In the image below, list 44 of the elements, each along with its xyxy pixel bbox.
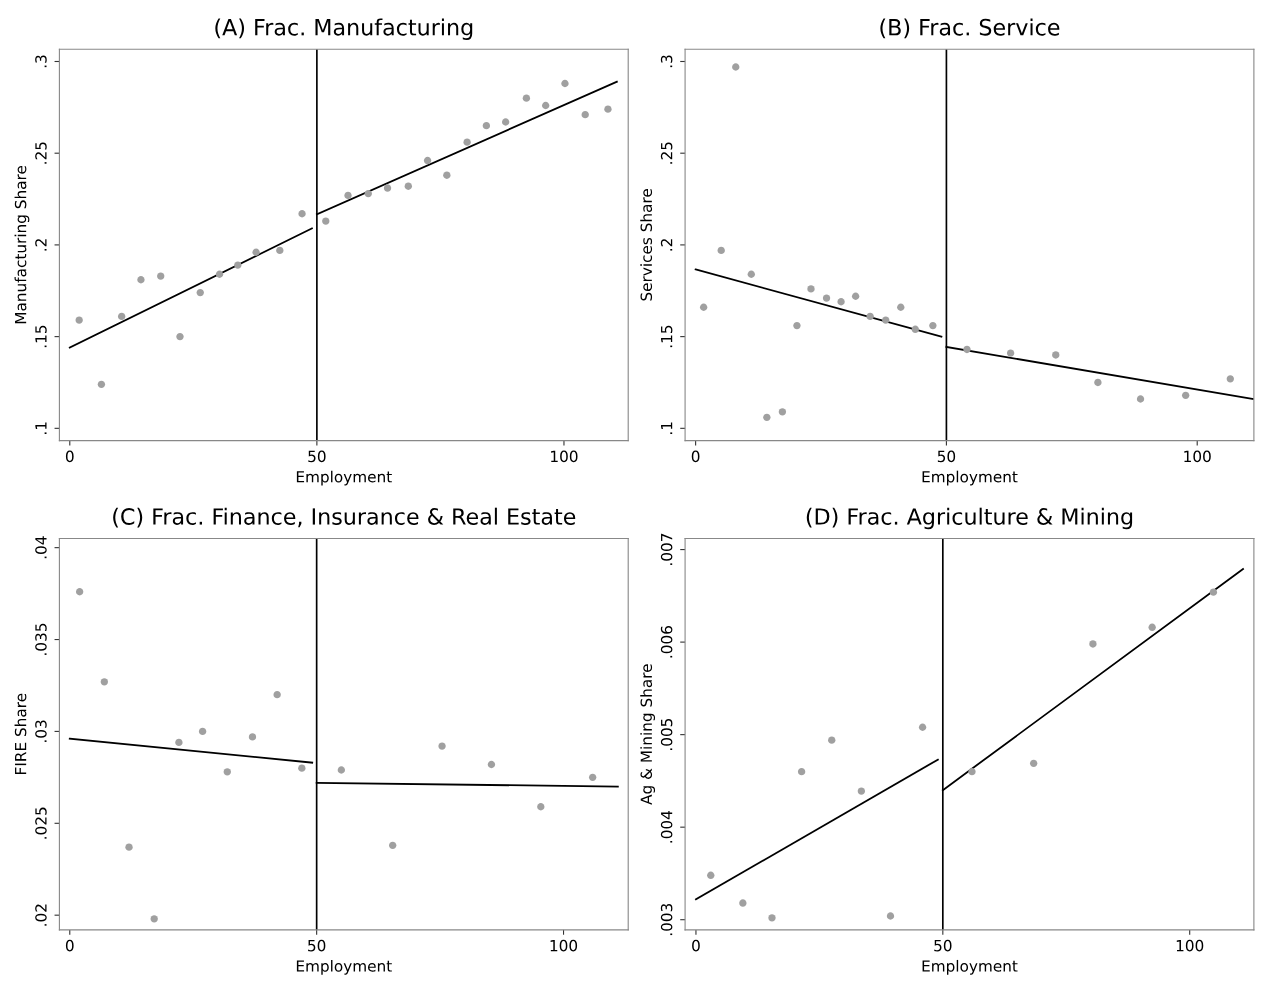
y-axis-title: Ag & Mining Share: [640, 664, 656, 805]
y-tick-label: .025: [35, 807, 47, 839]
chart-title: (D) Frac. Agriculture & Mining: [806, 507, 1133, 530]
y-tick-label: .15: [661, 325, 673, 348]
x-tick-label: 100: [1184, 450, 1211, 463]
y-tick-label: .004: [660, 811, 673, 843]
x-axis-title: Employment: [296, 959, 392, 975]
chart-title: (B) Frac. Service: [880, 18, 1060, 39]
y-tick-label: .1: [661, 422, 673, 434]
y-tick-label: .25: [35, 142, 47, 164]
y-tick-label: .007: [660, 533, 673, 565]
x-tick-label: 0: [691, 450, 700, 463]
y-tick-label: .3: [35, 55, 47, 68]
y-tick-label: .04: [35, 536, 47, 559]
x-tick-label: 100: [551, 450, 578, 463]
chart-title: (A) Frac. Manufacturing: [215, 18, 473, 40]
y-tick-label: .25: [660, 142, 673, 164]
y-tick-label: .005: [660, 718, 673, 751]
x-axis-title: Employment: [296, 470, 392, 486]
x-tick-label: 50: [308, 939, 326, 952]
y-tick-label: .03: [35, 720, 47, 742]
y-tick-label: .3: [660, 55, 673, 68]
y-tick-label: .1: [35, 422, 47, 434]
x-tick-label: 0: [692, 939, 700, 952]
y-tick-label: .02: [35, 904, 47, 926]
x-axis-title: Employment: [922, 470, 1018, 486]
y-tick-label: .2: [35, 239, 47, 251]
y-tick-label: .15: [35, 325, 47, 348]
x-tick-label: 50: [937, 450, 956, 463]
y-axis-title: Manufacturing Share: [14, 165, 30, 324]
y-tick-label: .035: [35, 623, 47, 655]
x-tick-label: 50: [308, 450, 326, 463]
x-tick-label: 100: [1176, 939, 1204, 952]
x-tick-label: 50: [934, 939, 952, 952]
y-tick-label: .006: [660, 626, 673, 658]
y-tick-label: .2: [660, 239, 673, 251]
x-tick-label: 100: [550, 939, 578, 952]
y-tick-label: .003: [660, 903, 673, 936]
x-axis-title: Employment: [922, 959, 1018, 975]
x-tick-label: 0: [65, 450, 74, 463]
y-axis-title: FIRE Share: [14, 693, 27, 774]
y-axis-title: Services Share: [640, 189, 653, 301]
chart-title: (C) Frac. Finance, Insurance & Real Estate: [113, 507, 576, 528]
x-tick-label: 0: [65, 939, 74, 952]
